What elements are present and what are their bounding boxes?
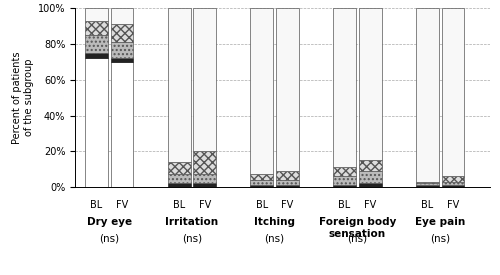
Text: Itching: Itching — [254, 217, 295, 227]
Text: Irritation: Irritation — [166, 217, 218, 227]
Bar — [85, 53, 108, 58]
Bar — [85, 8, 108, 21]
Bar — [85, 35, 108, 53]
Bar — [333, 185, 356, 187]
Text: FV: FV — [282, 200, 294, 210]
Bar — [442, 182, 464, 185]
Text: BL: BL — [256, 200, 268, 210]
Text: (ns): (ns) — [99, 233, 119, 243]
Bar — [110, 58, 134, 62]
Bar — [250, 185, 273, 187]
Text: (ns): (ns) — [430, 233, 450, 243]
Bar — [359, 8, 382, 160]
Bar — [168, 8, 190, 162]
Bar — [168, 162, 190, 174]
Text: (ns): (ns) — [182, 233, 202, 243]
Text: (ns): (ns) — [264, 233, 284, 243]
Bar — [110, 62, 134, 187]
Bar — [85, 21, 108, 35]
Bar — [416, 183, 438, 185]
Bar — [442, 185, 464, 187]
Bar — [168, 183, 190, 187]
Bar — [333, 8, 356, 167]
Bar — [359, 171, 382, 183]
Bar — [194, 183, 216, 187]
Text: BL: BL — [421, 200, 434, 210]
Text: BL: BL — [90, 200, 102, 210]
Text: BL: BL — [173, 200, 185, 210]
Bar — [168, 174, 190, 183]
Bar — [110, 24, 134, 42]
Bar — [416, 185, 438, 187]
Text: BL: BL — [338, 200, 350, 210]
Bar — [276, 171, 299, 180]
Bar — [359, 183, 382, 187]
Bar — [250, 174, 273, 180]
Bar — [442, 8, 464, 176]
Bar — [333, 176, 356, 185]
Bar — [194, 174, 216, 183]
Text: FV: FV — [116, 200, 128, 210]
Bar — [194, 151, 216, 174]
Bar — [276, 180, 299, 185]
Text: Foreign body
sensation: Foreign body sensation — [318, 217, 396, 239]
Bar — [250, 8, 273, 174]
Text: FV: FV — [198, 200, 211, 210]
Bar — [110, 42, 134, 58]
Text: FV: FV — [447, 200, 459, 210]
Bar — [276, 185, 299, 187]
Bar — [276, 8, 299, 171]
Bar — [442, 176, 464, 182]
Bar — [85, 58, 108, 187]
Y-axis label: Percent of patients
of the subgroup: Percent of patients of the subgroup — [12, 51, 34, 144]
Bar — [194, 8, 216, 151]
Text: Eye pain: Eye pain — [415, 217, 465, 227]
Bar — [359, 160, 382, 171]
Bar — [333, 167, 356, 176]
Bar — [250, 180, 273, 185]
Text: FV: FV — [364, 200, 376, 210]
Text: (ns): (ns) — [348, 233, 368, 243]
Bar — [110, 8, 134, 24]
Text: Dry eye: Dry eye — [86, 217, 132, 227]
Bar — [416, 8, 438, 182]
Bar — [416, 182, 438, 183]
